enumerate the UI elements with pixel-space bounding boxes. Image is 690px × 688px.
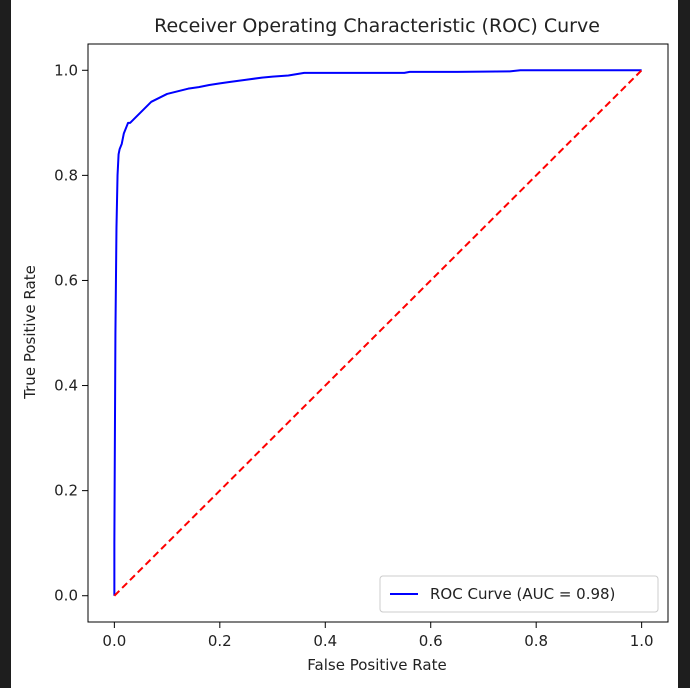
random-classifier-diagonal-line [113, 69, 643, 597]
y-tick-label: 0.4 [54, 377, 78, 395]
y-tick-label: 0.2 [54, 482, 78, 500]
x-axis-label: False Positive Rate [307, 656, 446, 674]
plot-frame [87, 43, 669, 623]
x-tick-label: 0.2 [208, 632, 232, 650]
legend-box [379, 575, 659, 613]
y-tick-label: 0.6 [54, 271, 78, 289]
chart-title: Receiver Operating Characteristic (ROC) … [154, 15, 600, 37]
x-tick-label: 0.0 [102, 632, 126, 650]
x-tick-label: 0.4 [313, 632, 337, 650]
y-tick-label: 0.0 [54, 587, 78, 605]
x-tick-label: 0.6 [419, 632, 443, 650]
x-tick-label: 0.8 [524, 632, 548, 650]
x-tick-label: 1.0 [630, 632, 654, 650]
chart-figure: Receiver Operating Characteristic (ROC) … [11, 0, 678, 688]
roc-chart: Receiver Operating Characteristic (ROC) … [21, 15, 669, 674]
y-tick-label: 1.0 [54, 61, 78, 79]
y-axis-label: True Positive Rate [21, 265, 39, 400]
legend-label-roc: ROC Curve (AUC = 0.98) [430, 585, 615, 603]
roc-curve-line [113, 69, 642, 596]
plot-area: 0.0 0.2 0.4 0.6 0.8 1.0 0.0 0.2 0.4 0.6 0.8 1.0 ROC … [54, 43, 669, 650]
y-tick-label: 0.8 [54, 166, 78, 184]
